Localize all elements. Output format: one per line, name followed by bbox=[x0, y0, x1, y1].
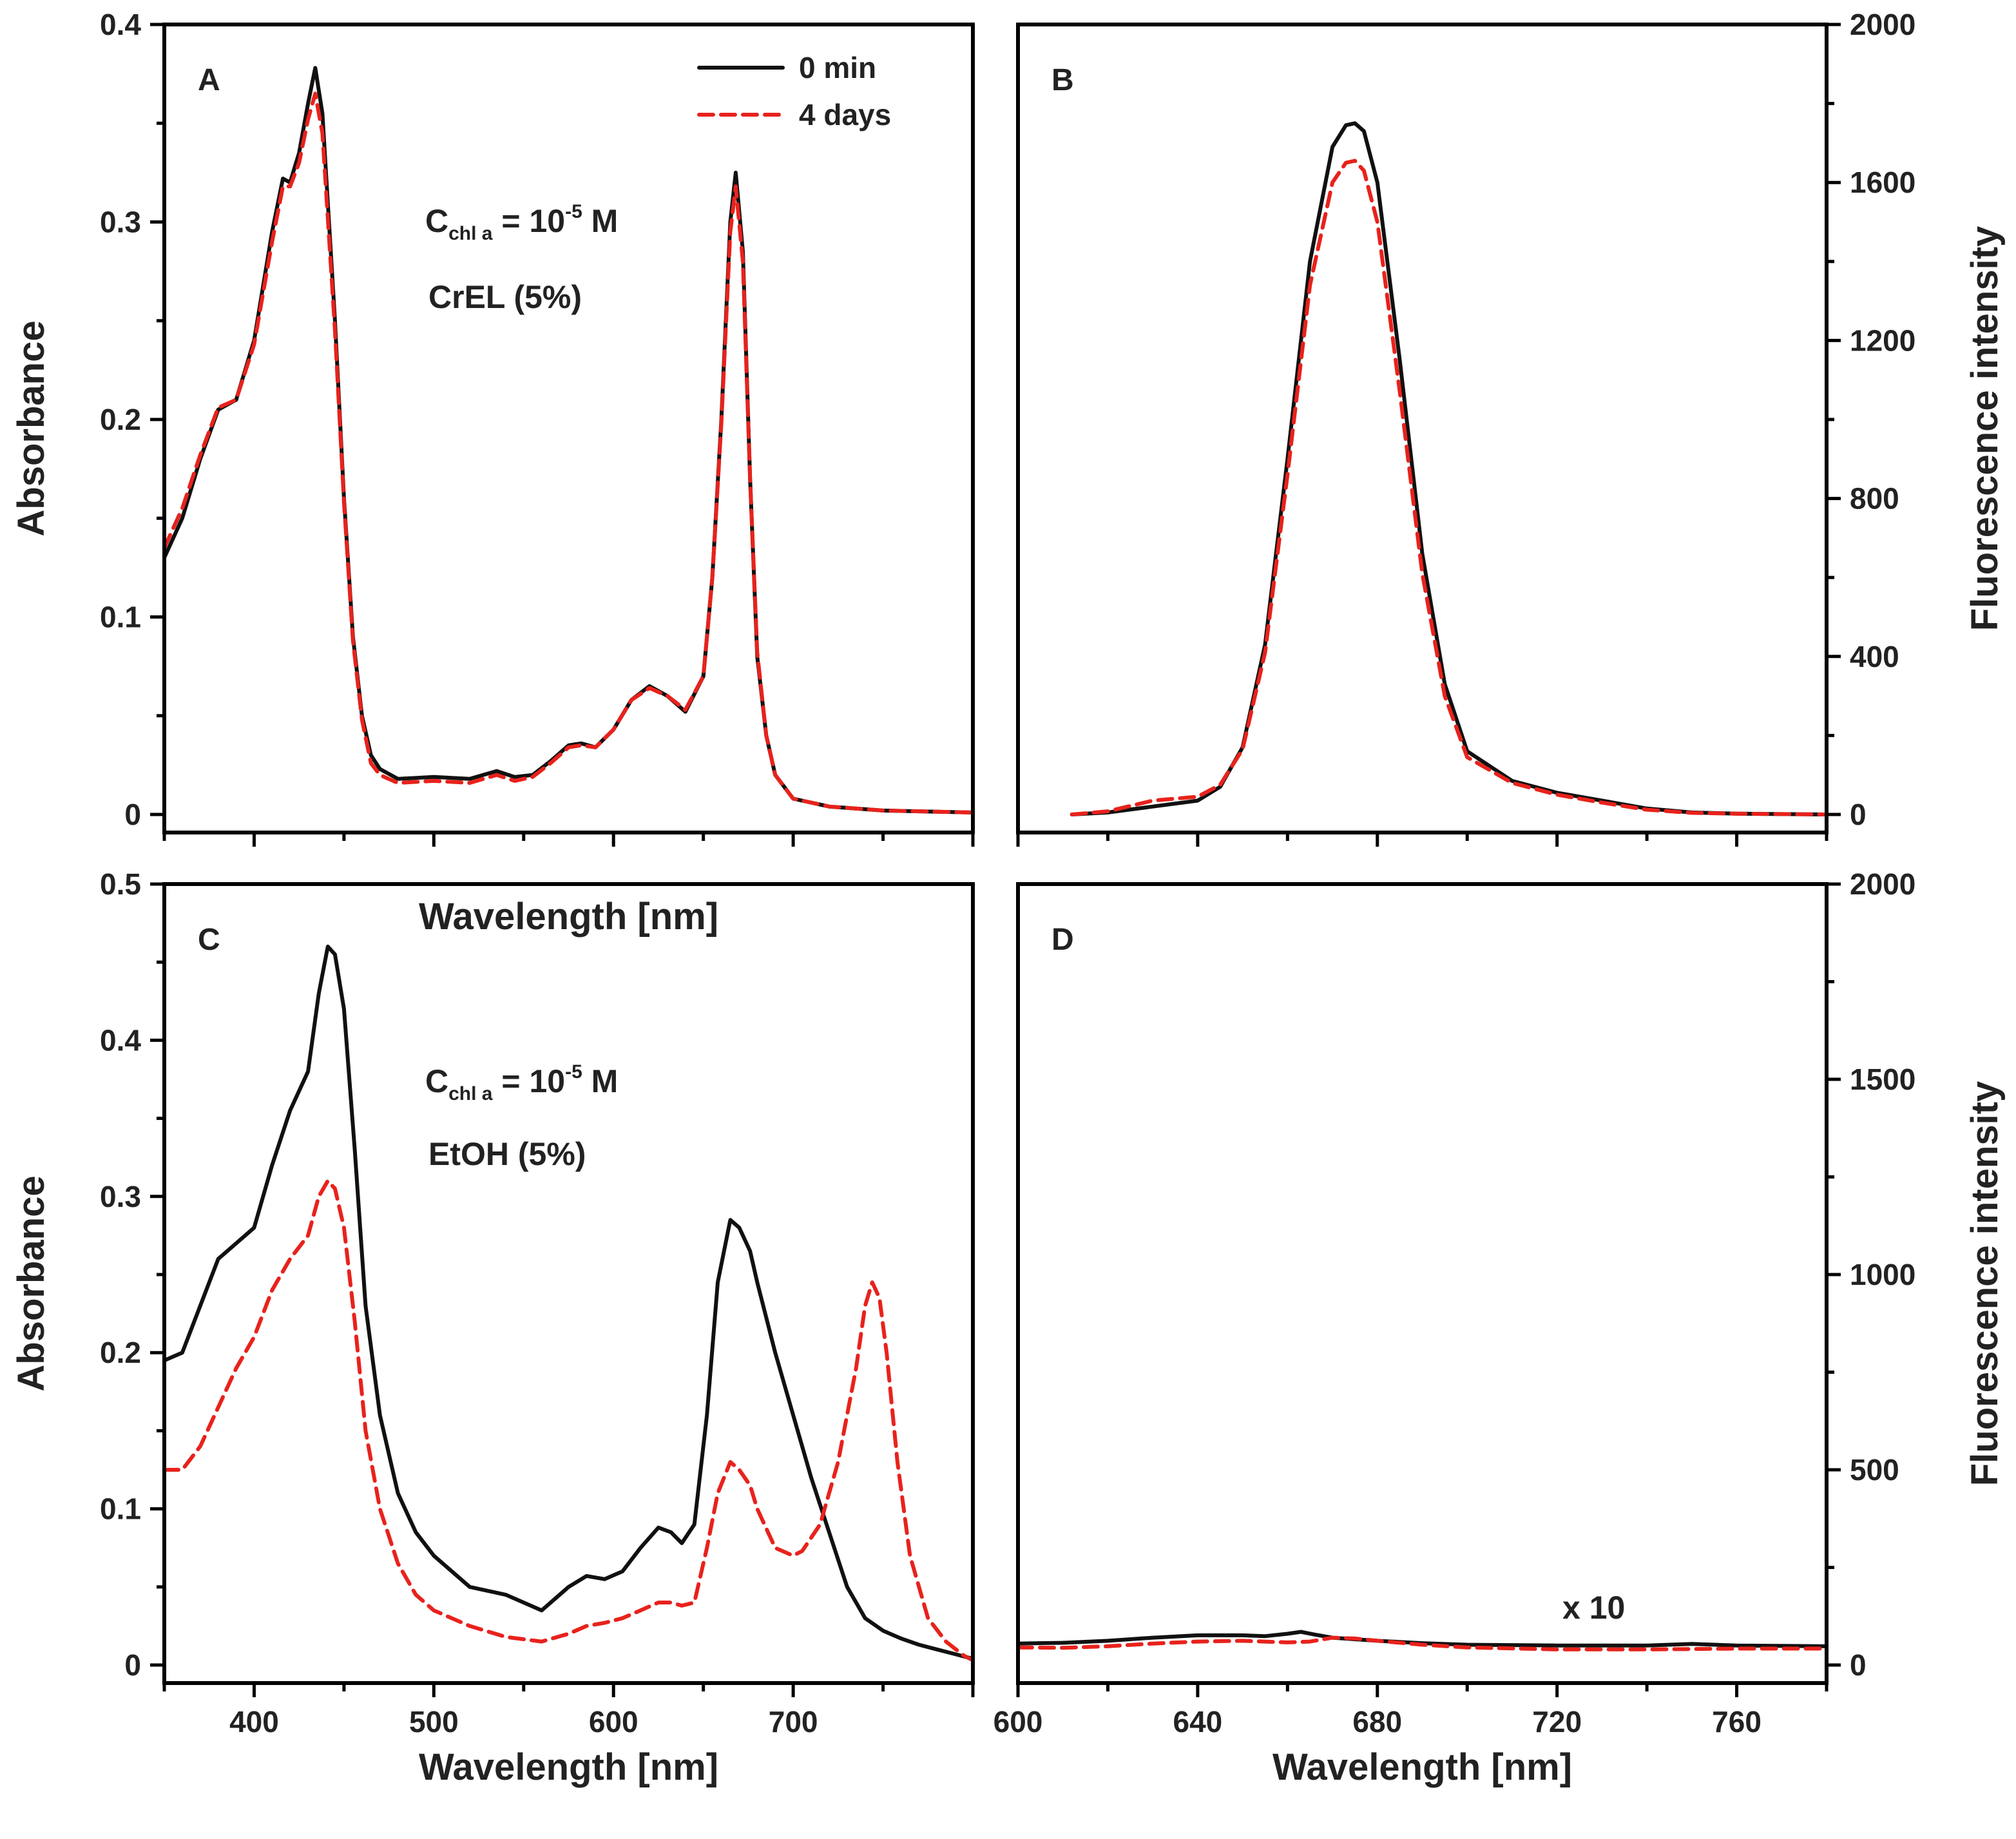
x-axis-label: Wavelength [nm] bbox=[419, 896, 718, 938]
legend-label: 4 days bbox=[799, 98, 891, 131]
series-line-0-min bbox=[1020, 1630, 1825, 1648]
x-tick-label: 500 bbox=[409, 1705, 459, 1738]
y-tick-label: 0 bbox=[124, 1648, 141, 1682]
y-tick-label: 0.1 bbox=[100, 601, 141, 634]
y-axis-label: Fluorescence intensity bbox=[1964, 1081, 2006, 1487]
y-tick-label: 0 bbox=[1850, 798, 1867, 831]
panel-C: 0 0.1 0.2 0.3 0.4 0.5 400 500 600 700 Wavelength [… bbox=[10, 867, 975, 1788]
x-tick-label: 760 bbox=[1712, 1705, 1762, 1738]
panel-D-frame bbox=[1016, 882, 1829, 1685]
y-tick-label: 0 bbox=[1850, 1648, 1867, 1682]
legend: 0 min 4 days bbox=[697, 51, 891, 131]
panel-label: C bbox=[198, 923, 220, 957]
series-line-4-days bbox=[1070, 159, 1825, 816]
y-tick-label: 0.4 bbox=[100, 1023, 141, 1057]
x-axis-label: Wavelength [nm] bbox=[419, 1746, 718, 1788]
x-tick-label: 720 bbox=[1532, 1705, 1582, 1738]
panel-B-frame bbox=[1016, 23, 1829, 834]
panel-D: 0 500 1000 1500 2000 600 640 680 720 760 Wavelengt… bbox=[994, 867, 2006, 1788]
solvent-annotation: CrEL (5%) bbox=[428, 279, 582, 315]
y-tick-label: 0.3 bbox=[100, 206, 141, 239]
x-tick-label: 680 bbox=[1352, 1705, 1402, 1738]
y-tick-label: 1200 bbox=[1850, 323, 1915, 357]
y-tick-label: 0.3 bbox=[100, 1180, 141, 1213]
x-tick-label: 400 bbox=[229, 1705, 279, 1738]
y-axis-label: Absorbance bbox=[10, 1175, 52, 1391]
x-axis-label: Wavelength [nm] bbox=[1272, 1746, 1572, 1788]
panel-label: B bbox=[1051, 63, 1074, 97]
x-tick-label: 640 bbox=[1173, 1705, 1223, 1738]
y-tick-label: 1000 bbox=[1850, 1258, 1915, 1291]
y-tick-label: 2000 bbox=[1850, 867, 1915, 901]
panel-A: 0 0.1 0.2 0.3 0.4 Wavelength [nm] Absorbance A C… bbox=[10, 8, 975, 938]
panel-A-frame bbox=[162, 23, 975, 834]
legend-label: 0 min bbox=[799, 51, 876, 84]
solvent-annotation: EtOH (5%) bbox=[428, 1136, 586, 1172]
series-line-4-days bbox=[1020, 1635, 1825, 1651]
y-tick-label: 1600 bbox=[1850, 166, 1915, 199]
y-tick-label: 0.1 bbox=[100, 1492, 141, 1526]
concentration-annotation: Cchl a = 10-5 M bbox=[425, 201, 618, 244]
series-line-0-min bbox=[166, 945, 971, 1661]
panel-C-frame bbox=[162, 882, 975, 1685]
series-line-4-days bbox=[166, 1179, 971, 1662]
panel-label: A bbox=[198, 63, 220, 97]
y-tick-label: 0.2 bbox=[100, 403, 141, 436]
y-tick-label: 0.4 bbox=[100, 8, 141, 41]
y-tick-label: 2000 bbox=[1850, 8, 1915, 41]
x-tick-label: 600 bbox=[994, 1705, 1043, 1738]
panel-label: D bbox=[1051, 923, 1074, 957]
panel-B: 0 400 800 1200 1600 2000 Fluorescence intensit… bbox=[1016, 8, 2006, 847]
scale-annotation: x 10 bbox=[1562, 1590, 1625, 1626]
y-axis-label: Fluorescence intensity bbox=[1964, 226, 2006, 631]
concentration-annotation: Cchl a = 10-5 M bbox=[425, 1061, 618, 1104]
y-axis-label: Absorbance bbox=[10, 320, 52, 536]
y-tick-label: 400 bbox=[1850, 640, 1899, 673]
y-tick-label: 1500 bbox=[1850, 1063, 1915, 1096]
x-tick-label: 700 bbox=[769, 1705, 818, 1738]
y-tick-label: 0.2 bbox=[100, 1336, 141, 1369]
y-tick-label: 0 bbox=[124, 798, 141, 831]
y-tick-label: 500 bbox=[1850, 1453, 1899, 1487]
series-line-4-days bbox=[166, 91, 971, 814]
series-line-0-min bbox=[166, 66, 971, 814]
y-tick-label: 800 bbox=[1850, 482, 1899, 515]
x-tick-label: 600 bbox=[589, 1705, 638, 1738]
y-tick-label: 0.5 bbox=[100, 867, 141, 901]
